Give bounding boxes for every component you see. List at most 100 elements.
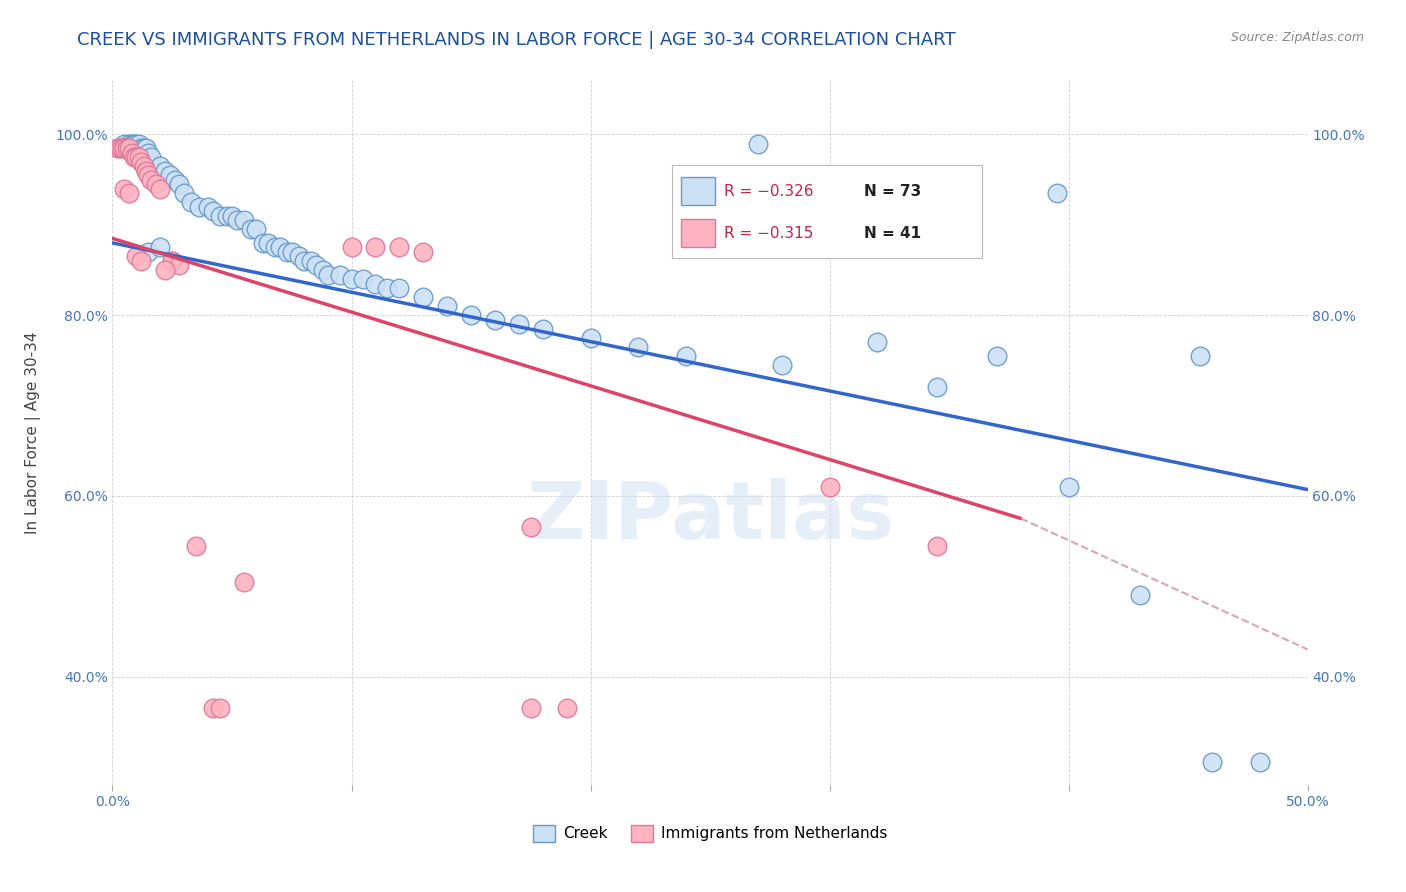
Point xyxy=(305,259,328,273)
Point xyxy=(252,235,274,250)
Point xyxy=(118,136,141,151)
Point xyxy=(197,200,219,214)
Point xyxy=(233,213,256,227)
Point xyxy=(169,259,191,273)
Point xyxy=(257,235,280,250)
Bar xyxy=(681,178,716,205)
Text: R = −0.326: R = −0.326 xyxy=(724,184,814,199)
Point xyxy=(138,145,160,160)
Point xyxy=(340,240,363,254)
Point xyxy=(520,520,543,534)
Point xyxy=(292,254,315,268)
Point xyxy=(579,331,602,345)
Point xyxy=(128,136,150,151)
Point xyxy=(340,272,363,286)
Point xyxy=(201,204,224,219)
Point xyxy=(111,141,134,155)
Text: Source: ZipAtlas.com: Source: ZipAtlas.com xyxy=(1230,31,1364,45)
Point xyxy=(163,172,186,186)
Point xyxy=(412,244,434,259)
Point xyxy=(138,168,160,182)
Point xyxy=(114,141,135,155)
Y-axis label: In Labor Force | Age 30-34: In Labor Force | Age 30-34 xyxy=(25,331,41,534)
Point xyxy=(149,159,172,173)
Point xyxy=(364,277,387,291)
Point xyxy=(377,281,399,295)
Point xyxy=(276,244,298,259)
Point xyxy=(1189,349,1212,363)
Point xyxy=(675,349,697,363)
Point xyxy=(240,222,263,236)
Point xyxy=(135,163,157,178)
Point xyxy=(153,263,176,277)
Point xyxy=(169,177,191,191)
Point xyxy=(288,250,311,264)
Point xyxy=(927,539,949,553)
Point xyxy=(364,240,387,254)
Point xyxy=(927,235,949,250)
Point xyxy=(460,308,482,322)
Text: N = 41: N = 41 xyxy=(865,226,921,241)
Point xyxy=(129,254,152,268)
Text: N = 73: N = 73 xyxy=(865,184,921,199)
Point xyxy=(927,380,949,394)
Point xyxy=(105,141,128,155)
Point xyxy=(108,141,131,155)
Point xyxy=(299,254,322,268)
Point xyxy=(352,272,374,286)
Point xyxy=(508,317,530,331)
Point xyxy=(153,163,176,178)
Point xyxy=(159,168,181,182)
Point xyxy=(1129,588,1152,602)
Point xyxy=(121,136,143,151)
Point xyxy=(264,240,287,254)
Point xyxy=(201,701,224,715)
Point xyxy=(162,254,183,268)
Point xyxy=(412,290,434,304)
Point xyxy=(1201,756,1223,770)
Point xyxy=(132,159,155,173)
Point xyxy=(281,244,304,259)
Point xyxy=(245,222,267,236)
Point xyxy=(225,213,247,227)
Point xyxy=(818,480,841,494)
Point xyxy=(125,136,148,151)
Point xyxy=(139,150,162,164)
Point xyxy=(125,150,148,164)
Point xyxy=(187,200,209,214)
Point xyxy=(388,240,411,254)
Point xyxy=(121,145,143,160)
Point xyxy=(329,268,352,282)
Point xyxy=(1057,480,1080,494)
Point xyxy=(555,701,578,715)
Point xyxy=(1249,756,1271,770)
Point xyxy=(221,209,243,223)
Point xyxy=(162,254,183,268)
Point xyxy=(627,340,650,354)
Point xyxy=(122,150,145,164)
Point xyxy=(770,358,793,372)
Point xyxy=(128,150,150,164)
Point xyxy=(484,312,506,326)
Point xyxy=(209,209,232,223)
Point xyxy=(145,177,167,191)
Point xyxy=(129,154,152,169)
Point xyxy=(149,182,172,196)
Point xyxy=(209,701,232,715)
Point xyxy=(118,141,141,155)
Point xyxy=(125,250,148,264)
Point xyxy=(129,141,152,155)
Point xyxy=(986,349,1008,363)
Point xyxy=(388,281,411,295)
Point xyxy=(180,195,202,210)
Point xyxy=(1046,186,1069,201)
Text: ZIPatlas: ZIPatlas xyxy=(526,478,894,557)
Point xyxy=(531,322,554,336)
Point xyxy=(138,244,160,259)
Point xyxy=(114,182,135,196)
Point xyxy=(118,186,141,201)
Point xyxy=(217,209,239,223)
Point xyxy=(132,141,155,155)
Point xyxy=(316,268,339,282)
Legend: Creek, Immigrants from Netherlands: Creek, Immigrants from Netherlands xyxy=(526,819,894,847)
